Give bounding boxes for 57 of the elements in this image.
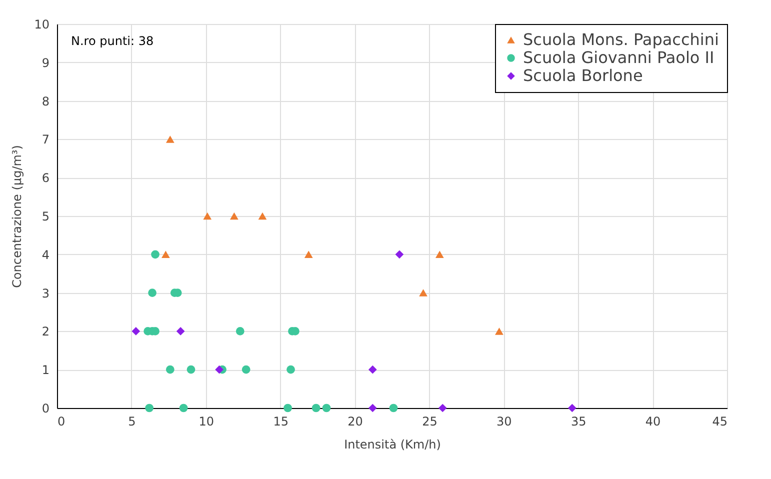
point xyxy=(179,404,188,412)
point xyxy=(438,404,447,412)
x-tick-label: 15 xyxy=(273,414,288,428)
point xyxy=(284,404,292,412)
y-tick-label: 3 xyxy=(42,286,50,300)
x-tick-label: 25 xyxy=(422,414,438,428)
point xyxy=(368,404,377,412)
point xyxy=(236,327,244,336)
point xyxy=(568,404,576,412)
y-tick-label: 2 xyxy=(42,324,50,339)
point xyxy=(186,365,196,374)
point xyxy=(322,404,331,412)
x-tick-label: 45 xyxy=(712,414,728,428)
y-tick-label: 7 xyxy=(42,132,50,147)
x-tick-label: 5 xyxy=(128,414,136,428)
y-axis-title: Concentrazione (µg/m³) xyxy=(10,145,24,288)
x-tick-label: 40 xyxy=(645,414,661,428)
point xyxy=(258,212,267,220)
point xyxy=(395,250,404,259)
y-tick-label: 8 xyxy=(42,94,50,108)
y-tick-label: 9 xyxy=(42,56,50,70)
point xyxy=(145,404,154,412)
point xyxy=(176,327,185,336)
y-tick-label: 6 xyxy=(42,171,50,186)
x-tick-label: 20 xyxy=(348,414,363,428)
x-tick-label: 0 xyxy=(58,414,66,428)
x-tick-label: 30 xyxy=(496,414,512,428)
point xyxy=(312,404,320,412)
x-axis-title: Intensità (Km/h) xyxy=(344,438,441,452)
point xyxy=(166,365,174,374)
y-tick-label: 1 xyxy=(42,363,50,378)
point xyxy=(215,365,224,374)
point xyxy=(162,250,170,258)
point xyxy=(148,288,156,297)
legend-label: Scuola Mons. Papacchini xyxy=(523,30,719,49)
point xyxy=(132,327,140,336)
point xyxy=(435,250,444,258)
annotation: N.ro punti: 38 xyxy=(71,34,154,48)
point xyxy=(389,404,398,412)
x-tick-label: 35 xyxy=(570,414,586,428)
point xyxy=(495,328,504,335)
point xyxy=(286,365,295,374)
point xyxy=(304,250,313,258)
legend-label: Scuola Borlone xyxy=(523,66,643,85)
legend-label: Scuola Giovanni Paolo II xyxy=(523,48,714,67)
y-tick-label: 4 xyxy=(42,248,50,262)
point xyxy=(368,365,377,374)
point xyxy=(419,289,428,296)
point xyxy=(203,212,212,220)
point xyxy=(230,212,238,220)
y-tick-label: 0 xyxy=(42,402,50,416)
point xyxy=(242,365,250,374)
y-tick-label: 10 xyxy=(34,18,50,32)
y-tick-label: 5 xyxy=(42,210,50,224)
point xyxy=(151,250,160,259)
point xyxy=(166,136,174,143)
x-tick-label: 10 xyxy=(198,414,214,428)
